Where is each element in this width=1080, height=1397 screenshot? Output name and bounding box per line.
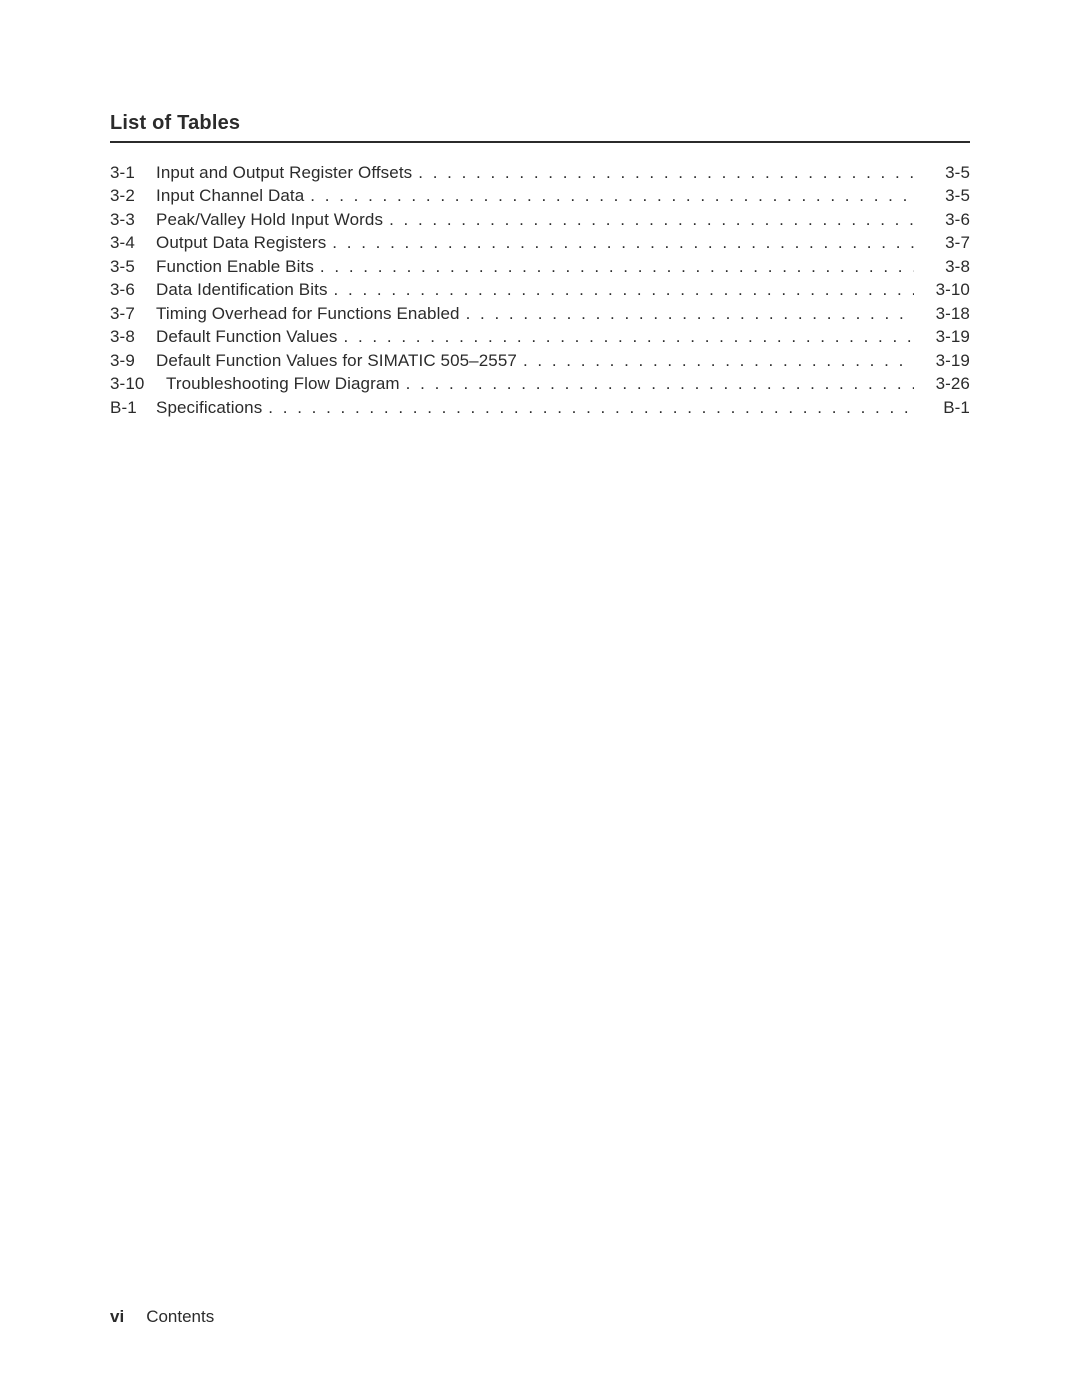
toc-entry-title: Troubleshooting Flow Diagram xyxy=(166,372,406,395)
toc-entry-page: 3-19 xyxy=(914,325,970,348)
toc-entry-number: 3-10 xyxy=(110,372,166,395)
toc-entry-page: 3-26 xyxy=(914,372,970,395)
toc-leader-dots: . . . . . . . . . . . . . . . . . . . . … xyxy=(268,396,914,419)
toc-entry-title: Output Data Registers xyxy=(156,231,332,254)
toc-entry-title: Default Function Values xyxy=(156,325,344,348)
toc-entry-number: 3-1 xyxy=(110,161,156,184)
toc-entry-number: 3-4 xyxy=(110,231,156,254)
toc-entry-title: Default Function Values for SIMATIC 505–… xyxy=(156,349,523,372)
toc-entry-page: 3-7 xyxy=(914,231,970,254)
toc-entry-page: B-1 xyxy=(914,396,970,419)
toc-leader-dots: . . . . . . . . . . . . . . . . . . . . … xyxy=(334,278,914,301)
toc-row: 3-10 Troubleshooting Flow Diagram . . . … xyxy=(110,372,970,395)
toc-entry-number: 3-7 xyxy=(110,302,156,325)
page: List of Tables 3-1 Input and Output Regi… xyxy=(0,0,1080,1397)
toc-row: 3-6 Data Identification Bits . . . . . .… xyxy=(110,278,970,301)
toc-entry-title: Input Channel Data xyxy=(156,184,310,207)
list-of-tables-heading: List of Tables xyxy=(110,112,970,143)
toc-row: B-1 Specifications . . . . . . . . . . .… xyxy=(110,396,970,419)
toc-row: 3-4 Output Data Registers . . . . . . . … xyxy=(110,231,970,254)
toc-entry-page: 3-6 xyxy=(914,208,970,231)
toc-entry-page: 3-5 xyxy=(914,161,970,184)
toc-entry-page: 3-5 xyxy=(914,184,970,207)
toc-row: 3-3 Peak/Valley Hold Input Words . . . .… xyxy=(110,208,970,231)
toc-entry-page: 3-19 xyxy=(914,349,970,372)
toc-entry-number: 3-3 xyxy=(110,208,156,231)
toc-entry-number: 3-5 xyxy=(110,255,156,278)
toc-row: 3-5 Function Enable Bits . . . . . . . .… xyxy=(110,255,970,278)
toc-entry-number: 3-9 xyxy=(110,349,156,372)
toc-entry-title: Data Identification Bits xyxy=(156,278,334,301)
toc-entry-title: Specifications xyxy=(156,396,268,419)
toc-entry-title: Input and Output Register Offsets xyxy=(156,161,418,184)
toc-leader-dots: . . . . . . . . . . . . . . . . . . . . … xyxy=(310,184,914,207)
toc-leader-dots: . . . . . . . . . . . . . . . . . . . . … xyxy=(466,302,914,325)
toc-leader-dots: . . . . . . . . . . . . . . . . . . . . … xyxy=(332,231,914,254)
toc-entry-title: Peak/Valley Hold Input Words xyxy=(156,208,389,231)
toc-row: 3-1 Input and Output Register Offsets . … xyxy=(110,161,970,184)
page-footer: vi Contents xyxy=(110,1307,214,1327)
toc-leader-dots: . . . . . . . . . . . . . . . . . . . . … xyxy=(389,208,914,231)
toc-entry-number: 3-2 xyxy=(110,184,156,207)
toc-row: 3-7 Timing Overhead for Functions Enable… xyxy=(110,302,970,325)
toc-row: 3-2 Input Channel Data . . . . . . . . .… xyxy=(110,184,970,207)
footer-section-label: Contents xyxy=(146,1307,214,1327)
toc-leader-dots: . . . . . . . . . . . . . . . . . . . . … xyxy=(418,161,914,184)
toc-entry-title: Function Enable Bits xyxy=(156,255,320,278)
footer-page-number: vi xyxy=(110,1307,124,1327)
toc-entry-number: B-1 xyxy=(110,396,156,419)
toc-entry-page: 3-10 xyxy=(914,278,970,301)
toc-entry-title: Timing Overhead for Functions Enabled xyxy=(156,302,466,325)
list-of-tables: 3-1 Input and Output Register Offsets . … xyxy=(110,161,970,419)
toc-entry-number: 3-6 xyxy=(110,278,156,301)
toc-row: 3-9 Default Function Values for SIMATIC … xyxy=(110,349,970,372)
toc-row: 3-8 Default Function Values . . . . . . … xyxy=(110,325,970,348)
toc-entry-page: 3-18 xyxy=(914,302,970,325)
toc-leader-dots: . . . . . . . . . . . . . . . . . . . . … xyxy=(406,372,914,395)
toc-leader-dots: . . . . . . . . . . . . . . . . . . . . … xyxy=(523,349,914,372)
toc-leader-dots: . . . . . . . . . . . . . . . . . . . . … xyxy=(320,255,914,278)
toc-entry-page: 3-8 xyxy=(914,255,970,278)
toc-leader-dots: . . . . . . . . . . . . . . . . . . . . … xyxy=(344,325,914,348)
toc-entry-number: 3-8 xyxy=(110,325,156,348)
